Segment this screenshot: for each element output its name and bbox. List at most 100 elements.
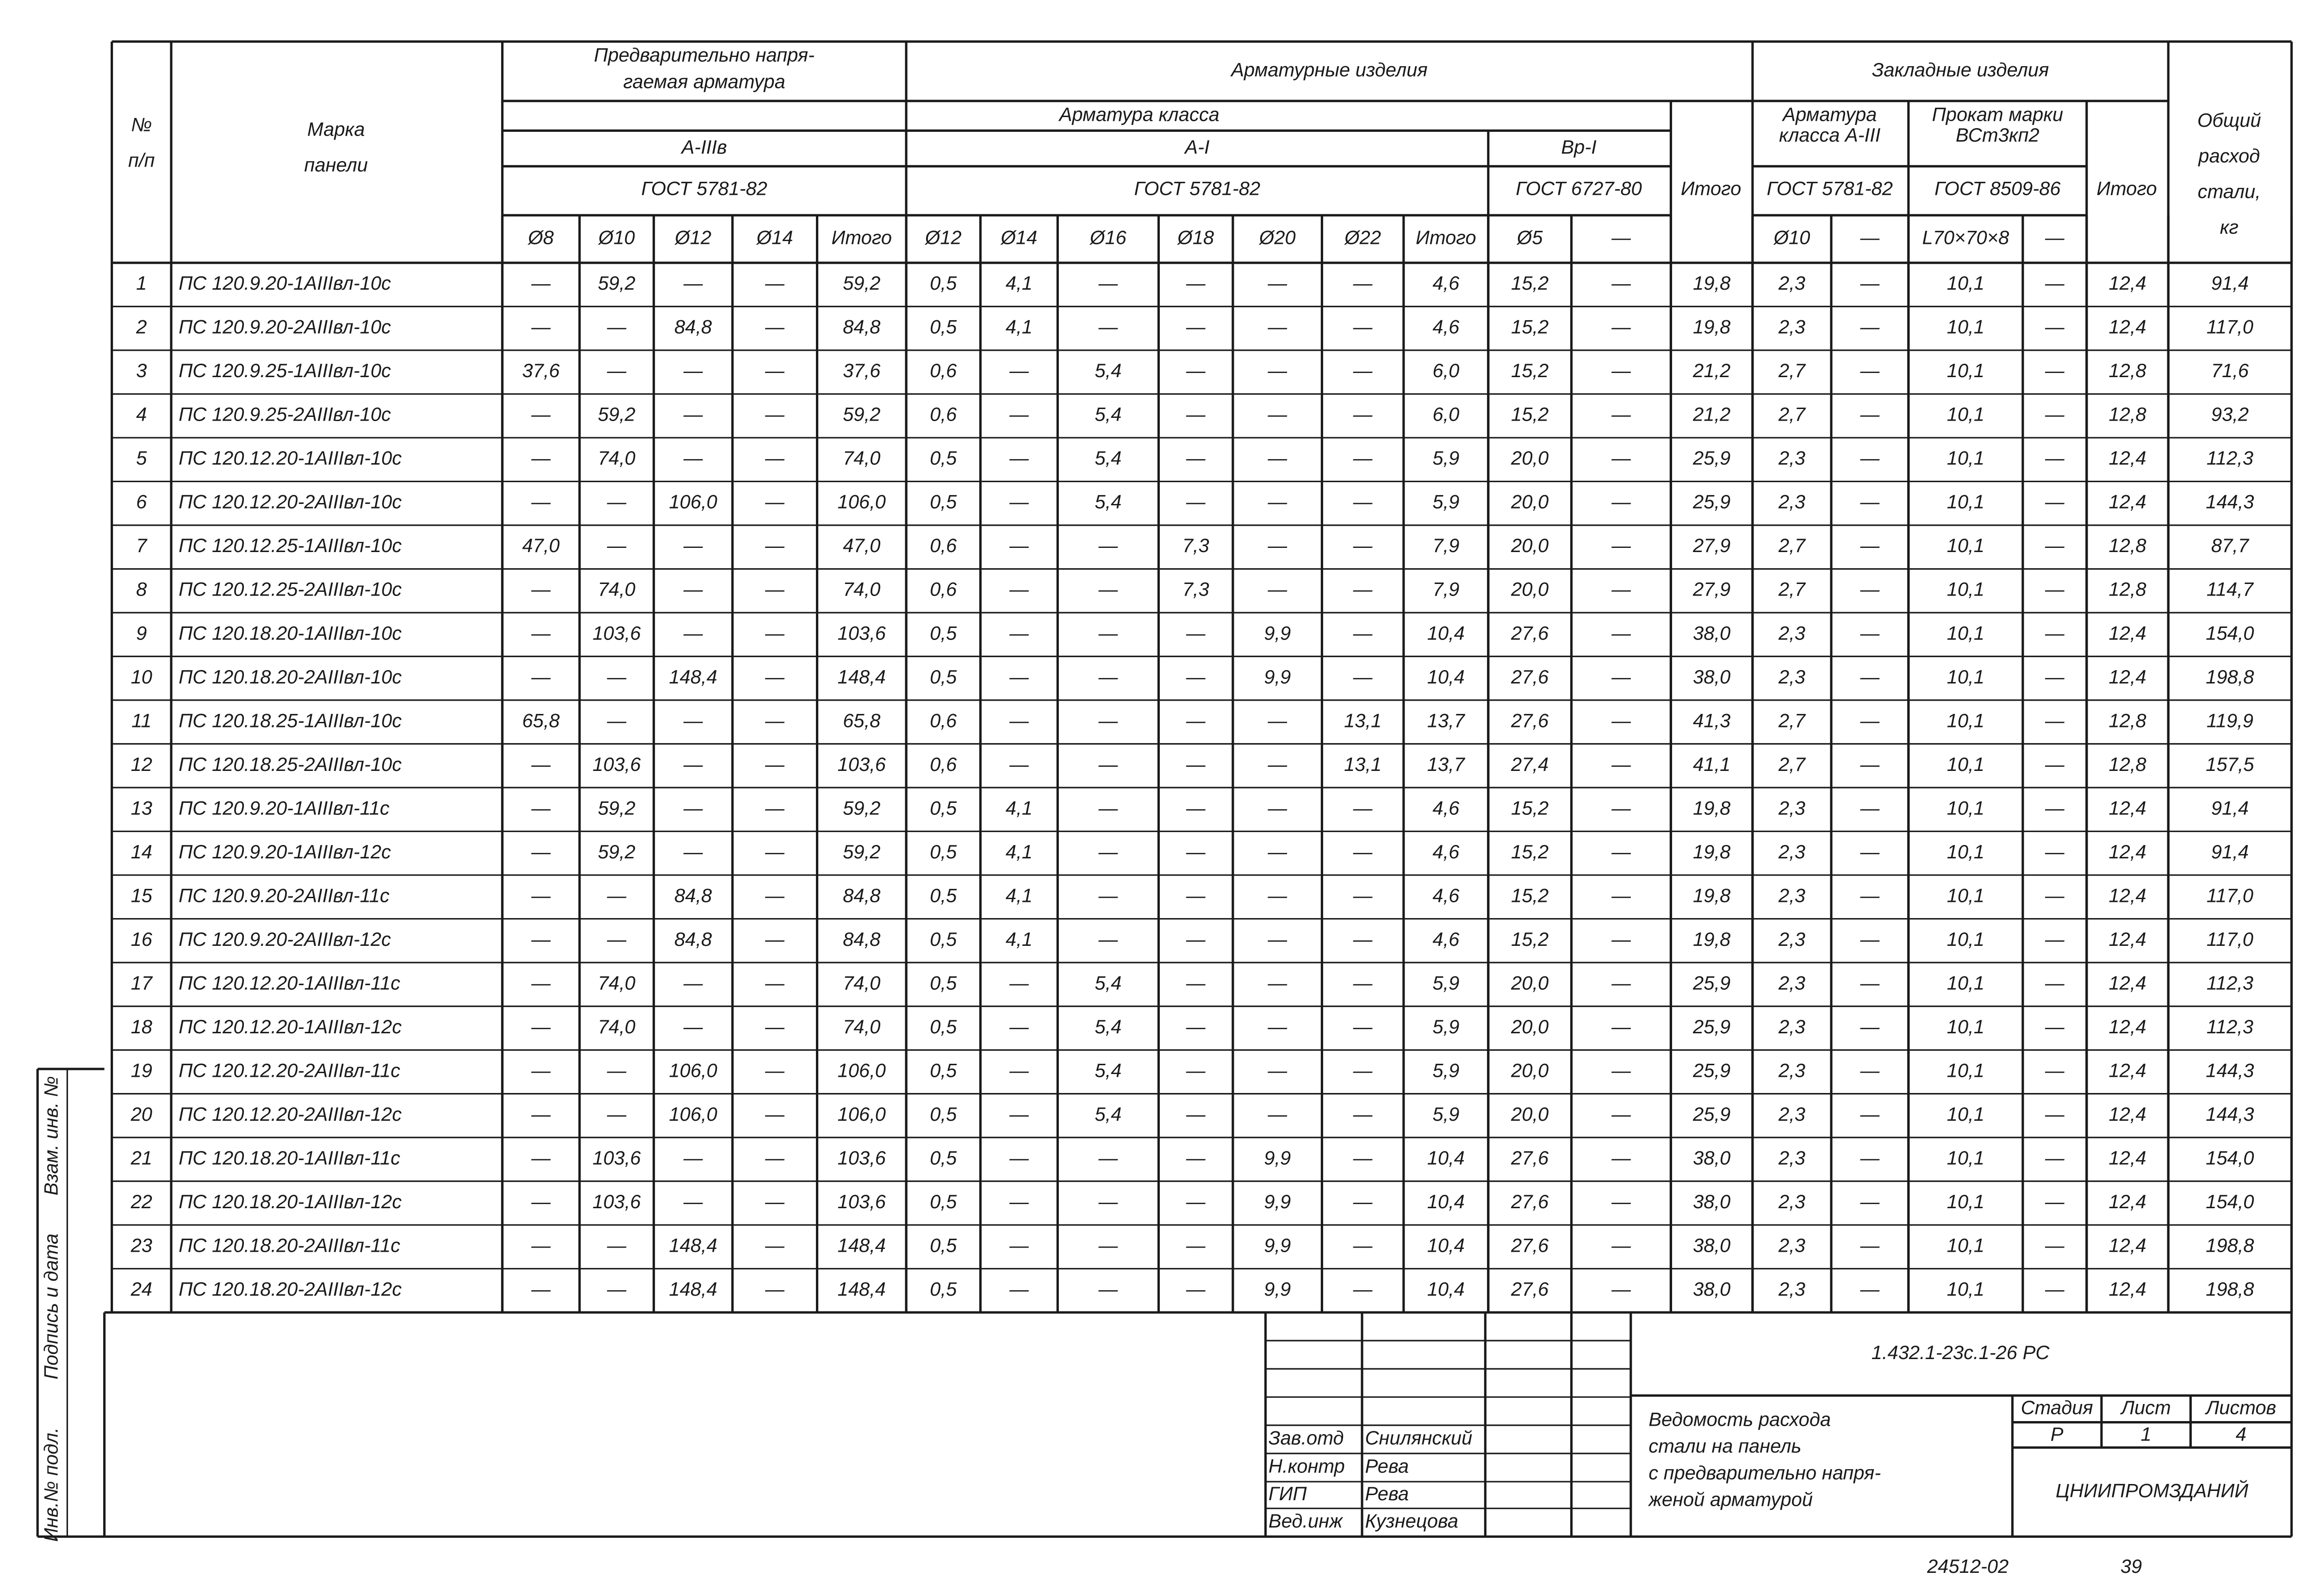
cell-value: — xyxy=(1267,841,1287,863)
cell-value: 59,2 xyxy=(598,404,635,425)
cell-value: — xyxy=(1353,1234,1373,1256)
cell-value: — xyxy=(683,841,703,863)
cell-value: 112,3 xyxy=(2207,972,2253,994)
cell-value: 5,4 xyxy=(1095,491,1121,513)
cell-value: 59,2 xyxy=(843,404,880,425)
cell-value: — xyxy=(683,1147,703,1168)
cell-value: — xyxy=(2045,666,2065,688)
cell-value: — xyxy=(607,1234,627,1256)
cell-value: — xyxy=(1098,753,1118,775)
cell-value: — xyxy=(1267,316,1287,338)
cell-value: — xyxy=(1860,404,1879,425)
cell-value: 198,8 xyxy=(2206,1234,2254,1256)
cell-value: 15,2 xyxy=(1511,272,1549,294)
cell-value: 112,3 xyxy=(2207,447,2253,469)
cell-value: — xyxy=(1009,666,1029,688)
row-number: 3 xyxy=(136,360,147,381)
role: Н.контр xyxy=(1269,1455,1345,1477)
cell-value: 21,2 xyxy=(1692,404,1730,425)
cell-value: — xyxy=(1267,1059,1287,1081)
cell-value: 106,0 xyxy=(838,1059,886,1081)
cell-value: 9,9 xyxy=(1264,666,1291,688)
row-number: 18 xyxy=(131,1016,152,1037)
row-number: 7 xyxy=(136,534,148,556)
cell-value: 84,8 xyxy=(674,316,712,338)
cell-value: 2,3 xyxy=(1778,447,1805,469)
cell-value: 84,8 xyxy=(843,928,880,950)
cell-value: 103,6 xyxy=(838,1147,886,1168)
cell-value: — xyxy=(683,622,703,644)
cell-value: — xyxy=(765,1103,784,1125)
cell-value: 19,8 xyxy=(1693,841,1730,863)
cell-value: — xyxy=(765,491,784,513)
cell-value: — xyxy=(1353,1278,1373,1300)
cell-value: — xyxy=(1186,1103,1206,1125)
cell-value: — xyxy=(683,272,703,294)
column-header: Ø10 xyxy=(1773,227,1810,248)
header-gost: ГОСТ 5781-82 xyxy=(1134,178,1260,199)
column-header: Ø20 xyxy=(1258,227,1296,248)
cell-value: 10,1 xyxy=(1947,1147,1984,1168)
cell-value: 59,2 xyxy=(843,272,880,294)
cell-value: 10,1 xyxy=(1947,841,1984,863)
panel-mark: ПС 120.18.20-2АIIIвл-10с xyxy=(179,666,402,688)
header-emb-rolled: ВСт3кп2 xyxy=(1956,124,2040,146)
cell-value: 148,4 xyxy=(838,1278,886,1300)
cell-value: — xyxy=(531,404,551,425)
cell-value: — xyxy=(2045,534,2065,556)
cell-value: 10,4 xyxy=(1427,666,1465,688)
cell-value: — xyxy=(1186,404,1206,425)
header-gost: ГОСТ 5781-82 xyxy=(641,178,767,199)
cell-value: 15,2 xyxy=(1511,884,1549,906)
cell-value: — xyxy=(1860,578,1879,600)
cell-value: — xyxy=(683,1016,703,1037)
cell-value: 6,0 xyxy=(1432,404,1459,425)
sheet-title: стали на панель xyxy=(1648,1435,1801,1457)
cell-value: 2,7 xyxy=(1778,404,1806,425)
name: Рева xyxy=(1365,1483,1409,1504)
panel-mark: ПС 120.9.20-2АIIIвл-10с xyxy=(179,316,391,338)
panel-mark: ПС 120.12.20-2АIIIвл-12с xyxy=(179,1103,402,1125)
role: ГИП xyxy=(1269,1483,1307,1504)
cell-value: 12,4 xyxy=(2109,447,2146,469)
cell-value: — xyxy=(683,534,703,556)
cell-value: — xyxy=(1009,534,1029,556)
cell-value: — xyxy=(1267,534,1287,556)
cell-value: — xyxy=(1186,928,1206,950)
cell-value: 4,1 xyxy=(1006,797,1033,819)
cell-value: — xyxy=(1186,360,1206,381)
panel-mark: ПС 120.9.20-1АIIIвл-12с xyxy=(179,841,391,863)
cell-value: — xyxy=(683,753,703,775)
row-number: 4 xyxy=(136,404,147,425)
panel-mark: ПС 120.9.20-2АIIIвл-11с xyxy=(179,884,390,906)
cell-value: 7,3 xyxy=(1182,534,1209,556)
cell-value: — xyxy=(1860,491,1879,513)
cell-value: — xyxy=(765,1191,784,1212)
cell-value: 10,1 xyxy=(1947,1234,1984,1256)
cell-value: — xyxy=(1860,272,1879,294)
cell-value: — xyxy=(1267,447,1287,469)
cell-value: 9,9 xyxy=(1264,1278,1291,1300)
header-total-steel: кг xyxy=(2220,216,2239,238)
cell-value: — xyxy=(1860,447,1879,469)
cell-value: — xyxy=(765,841,784,863)
cell-value: — xyxy=(1860,1191,1879,1212)
cell-value: 12,4 xyxy=(2109,1278,2146,1300)
cell-value: — xyxy=(1611,316,1631,338)
cell-value: — xyxy=(1353,272,1373,294)
stamp-label: Взам. инв. № xyxy=(40,1076,62,1195)
cell-value: 10,1 xyxy=(1947,1103,1984,1125)
cell-value: 15,2 xyxy=(1511,404,1549,425)
cell-value: 12,4 xyxy=(2109,272,2146,294)
cell-value: 2,7 xyxy=(1778,753,1806,775)
cell-value: — xyxy=(531,1278,551,1300)
cell-value: — xyxy=(1860,709,1879,731)
cell-value: 19,8 xyxy=(1693,928,1730,950)
cell-value: 0,5 xyxy=(930,1147,957,1168)
cell-value: — xyxy=(607,360,627,381)
cell-value: 10,1 xyxy=(1947,709,1984,731)
cell-value: — xyxy=(2045,316,2065,338)
header-gost: ГОСТ 6727-80 xyxy=(1516,178,1642,199)
cell-value: — xyxy=(1860,884,1879,906)
cell-value: 0,5 xyxy=(930,1234,957,1256)
